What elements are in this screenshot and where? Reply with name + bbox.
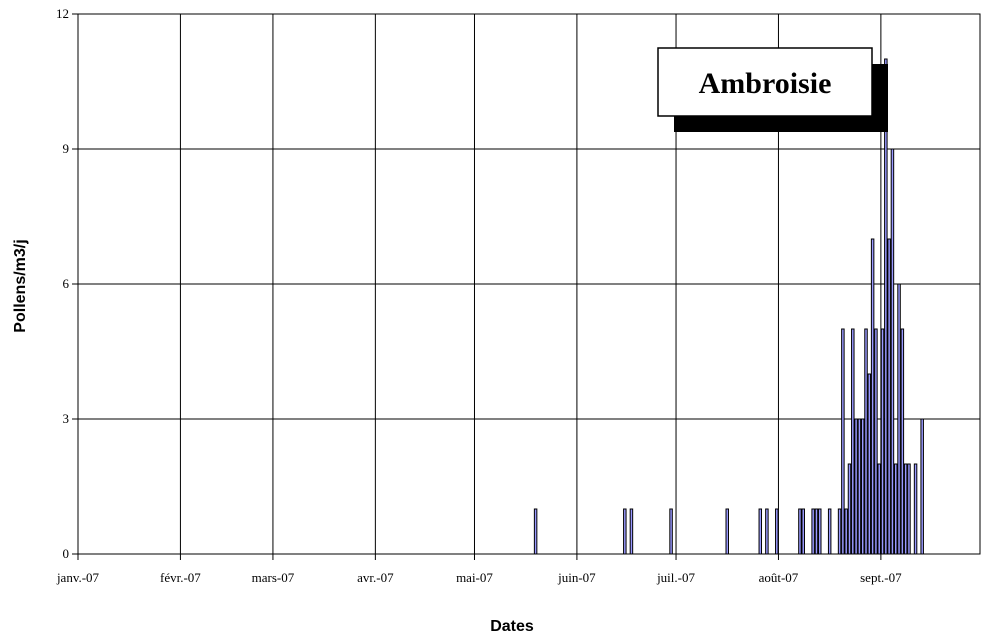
x-tick-label: juil.-07 — [656, 570, 695, 585]
bar — [884, 58, 888, 555]
bar — [900, 328, 905, 555]
bar — [629, 508, 634, 555]
bar — [837, 508, 842, 555]
y-tick-labels: 0 3 6 9 12 — [56, 6, 70, 561]
bar-series — [533, 58, 924, 555]
bar — [827, 508, 832, 555]
bar — [877, 463, 881, 555]
bar — [887, 238, 891, 555]
bar — [818, 508, 822, 555]
y-tick-label: 12 — [56, 6, 69, 21]
x-tick-label: févr.-07 — [160, 570, 201, 585]
y-tick-label: 9 — [63, 141, 70, 156]
bar — [864, 328, 868, 555]
bar — [798, 508, 802, 555]
bar — [841, 328, 845, 555]
bar — [907, 463, 911, 555]
y-tick-label: 6 — [63, 276, 70, 291]
bar — [920, 418, 924, 555]
bar — [814, 508, 819, 555]
bar — [894, 463, 898, 555]
x-tick-label: mars-07 — [252, 570, 295, 585]
plot-frame — [77, 13, 981, 555]
y-tick-label: 0 — [63, 546, 70, 561]
y-axis-title: Pollens/m3/j — [12, 239, 29, 332]
bar — [844, 508, 848, 555]
bar — [851, 328, 855, 555]
x-tick-label: avr.-07 — [357, 570, 394, 585]
x-tick-labels: janv.-07 févr.-07 mars-07 avr.-07 mai-07 juin… — [56, 570, 902, 585]
bar — [669, 508, 673, 555]
bar — [775, 508, 779, 555]
bar — [913, 463, 918, 555]
x-axis-title: Dates — [490, 618, 534, 635]
bar — [758, 508, 763, 555]
bar — [847, 463, 852, 555]
bar — [725, 508, 729, 555]
legend-label: Ambroisie — [699, 67, 832, 100]
bar — [897, 283, 901, 555]
legend-frame — [657, 47, 873, 117]
bar — [857, 418, 862, 555]
bar — [870, 238, 875, 555]
bar — [623, 508, 627, 555]
axes — [72, 13, 981, 560]
bar — [854, 418, 858, 555]
bar — [867, 373, 872, 555]
x-tick-label: juin-07 — [557, 570, 596, 585]
bar — [765, 508, 769, 555]
bar — [860, 418, 865, 555]
bar — [801, 508, 805, 555]
x-tick-label: janv.-07 — [56, 570, 100, 585]
bar — [880, 328, 885, 555]
bar — [874, 328, 878, 555]
x-tick-label: mai-07 — [456, 570, 493, 585]
bar — [811, 508, 815, 555]
bar — [533, 508, 538, 555]
y-tick-label: 3 — [63, 411, 70, 426]
legend-box: Ambroisie — [657, 47, 888, 132]
bar — [890, 148, 895, 555]
x-tick-label: sept.-07 — [860, 570, 902, 585]
x-tick-label: août-07 — [759, 570, 799, 585]
bar — [903, 463, 908, 555]
